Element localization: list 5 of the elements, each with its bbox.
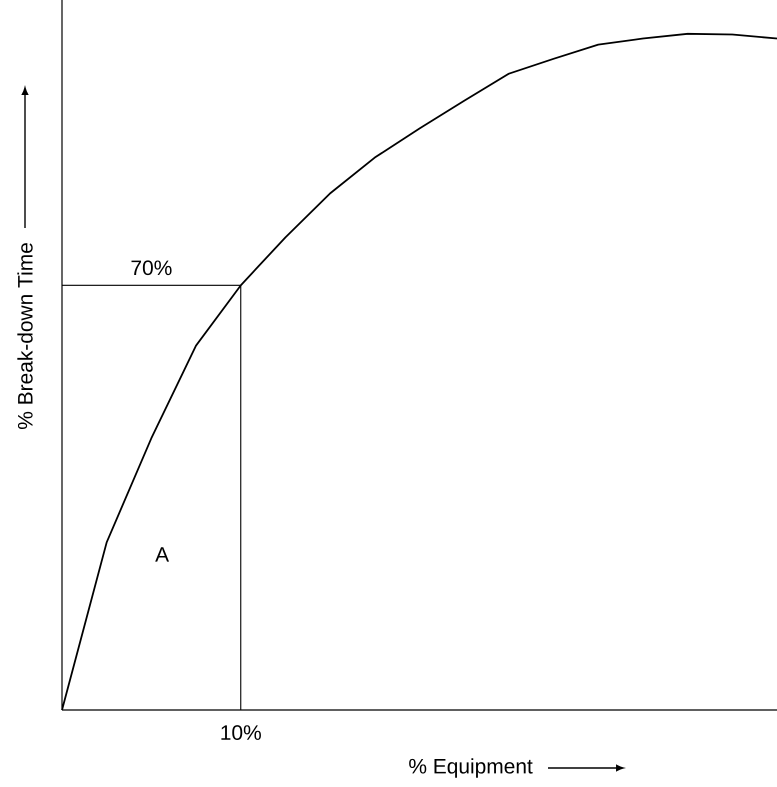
annotation: A	[155, 547, 170, 562]
text: 10%	[221, 725, 261, 740]
x-axis-title: % Equipment	[409, 758, 533, 778]
annotation: 70%	[132, 260, 172, 276]
y-axis-title: % Break-down Time	[17, 243, 33, 429]
